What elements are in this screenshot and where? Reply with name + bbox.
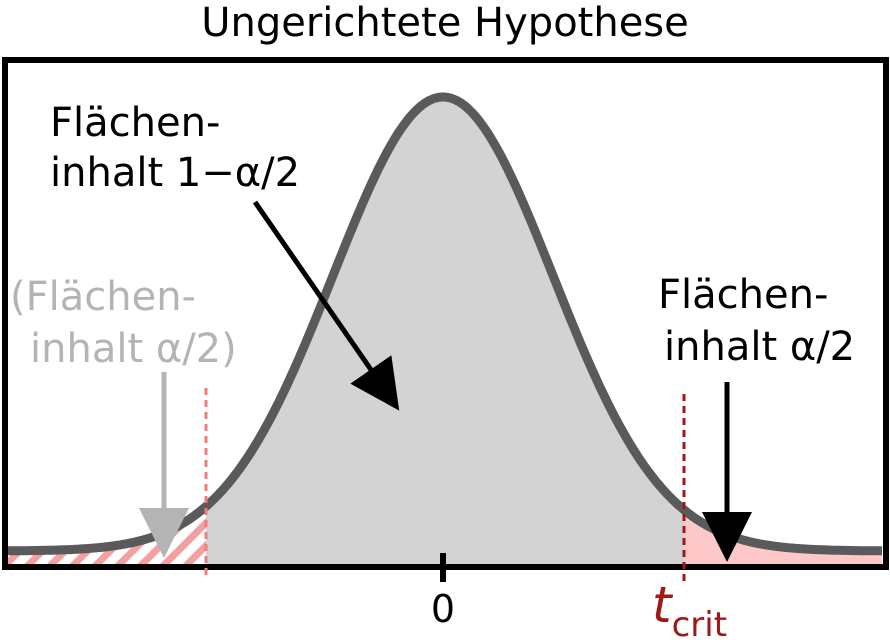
diagram-title: Ungerichtete Hypothese [201, 0, 689, 46]
center-area-label: Flächen- inhalt 1−α/2 [50, 100, 300, 196]
left-area-label-line2: inhalt α/2) [30, 326, 237, 372]
t-crit-subscript: crit [672, 605, 727, 643]
center-area-arrow [252, 200, 400, 411]
right-area-label-line1: Flächen- [658, 272, 828, 318]
left-area-label-line1: (Flächen- [10, 274, 196, 320]
right-area-label-line2: inhalt α/2 [664, 324, 855, 370]
center-area-label-line2: inhalt 1−α/2 [50, 150, 300, 196]
t-crit-label: tcrit [652, 576, 727, 643]
center-area [206, 97, 684, 564]
t-crit-main: t [652, 576, 674, 634]
zero-tick-label: 0 [431, 587, 455, 631]
center-area-label-line1: Flächen- [50, 100, 220, 146]
left-area-label: (Flächen- inhalt α/2) [10, 274, 237, 372]
right-area-label: Flächen- inhalt α/2 [658, 272, 855, 370]
